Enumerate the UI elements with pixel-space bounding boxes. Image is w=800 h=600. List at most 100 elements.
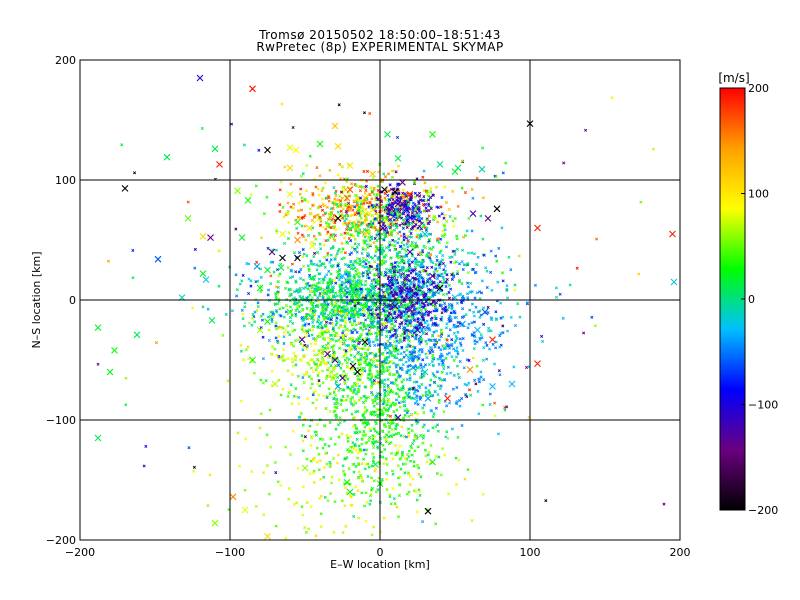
data-point bbox=[386, 283, 390, 287]
data-point bbox=[301, 248, 305, 252]
data-point bbox=[431, 426, 435, 430]
data-point bbox=[421, 520, 425, 524]
data-point bbox=[389, 307, 393, 311]
data-point bbox=[296, 338, 301, 342]
data-point bbox=[407, 434, 411, 438]
data-point bbox=[439, 205, 443, 209]
data-point bbox=[400, 289, 404, 293]
data-point bbox=[261, 357, 265, 361]
data-point bbox=[367, 232, 371, 236]
data-point bbox=[417, 353, 421, 357]
data-point bbox=[442, 410, 446, 414]
data-point bbox=[403, 471, 407, 475]
data-point bbox=[284, 445, 288, 449]
data-point bbox=[481, 492, 485, 496]
data-point bbox=[361, 246, 365, 250]
data-point bbox=[310, 240, 314, 244]
data-point bbox=[467, 388, 472, 392]
data-point bbox=[463, 191, 467, 195]
data-point bbox=[431, 353, 435, 357]
data-point bbox=[277, 274, 281, 278]
data-point bbox=[327, 444, 331, 448]
data-point bbox=[423, 328, 428, 332]
data-point bbox=[367, 337, 371, 341]
data-point bbox=[696, 391, 698, 393]
data-point bbox=[429, 378, 433, 382]
data-marker bbox=[670, 278, 678, 286]
data-point bbox=[405, 452, 410, 456]
data-marker bbox=[334, 215, 342, 222]
data-point bbox=[318, 174, 322, 178]
data-point bbox=[445, 277, 449, 282]
data-point bbox=[242, 324, 246, 328]
data-point bbox=[324, 376, 329, 381]
data-point bbox=[414, 241, 418, 245]
data-point bbox=[254, 504, 258, 508]
data-point bbox=[441, 275, 445, 279]
data-marker bbox=[508, 380, 516, 388]
data-point bbox=[304, 530, 308, 534]
data-point bbox=[331, 348, 335, 352]
data-point bbox=[418, 293, 422, 297]
data-point bbox=[420, 350, 424, 354]
data-point bbox=[382, 462, 386, 466]
data-point bbox=[415, 394, 419, 398]
data-point bbox=[417, 466, 421, 470]
data-point bbox=[247, 277, 251, 281]
data-point bbox=[385, 366, 389, 370]
data-point bbox=[221, 333, 225, 337]
data-marker bbox=[484, 215, 492, 222]
data-point bbox=[402, 255, 406, 259]
data-point bbox=[330, 475, 334, 479]
data-point bbox=[299, 276, 303, 281]
data-point bbox=[461, 349, 465, 353]
data-point bbox=[324, 239, 328, 243]
data-point bbox=[433, 302, 437, 306]
data-point bbox=[472, 310, 476, 314]
data-point bbox=[338, 283, 342, 287]
data-point bbox=[391, 334, 395, 338]
data-point bbox=[327, 295, 331, 299]
data-point bbox=[298, 286, 302, 290]
data-point bbox=[413, 401, 417, 405]
chart-subtitle: RwPretec (8p) EXPERIMENTAL SKYMAP bbox=[256, 40, 504, 54]
data-point bbox=[312, 289, 316, 293]
data-marker bbox=[279, 230, 286, 238]
data-point bbox=[369, 220, 373, 224]
data-point bbox=[458, 262, 462, 266]
data-point bbox=[286, 201, 290, 205]
data-point bbox=[385, 351, 390, 355]
grid-lines bbox=[80, 60, 680, 540]
data-point bbox=[402, 355, 406, 359]
data-point bbox=[350, 182, 354, 186]
data-point bbox=[325, 258, 329, 262]
data-point bbox=[295, 501, 299, 505]
data-point bbox=[411, 442, 415, 446]
data-point bbox=[290, 357, 294, 361]
data-point bbox=[370, 265, 374, 269]
data-point bbox=[365, 265, 369, 269]
data-point bbox=[245, 262, 249, 266]
data-point bbox=[472, 320, 476, 324]
data-point bbox=[398, 223, 402, 227]
data-point bbox=[316, 318, 320, 322]
data-marker bbox=[292, 146, 300, 154]
data-point bbox=[273, 460, 277, 465]
data-point bbox=[337, 103, 341, 107]
data-point bbox=[234, 227, 238, 231]
data-point bbox=[243, 488, 247, 492]
data-point bbox=[380, 478, 384, 482]
data-point bbox=[327, 387, 331, 391]
data-point bbox=[403, 303, 407, 307]
data-point bbox=[544, 499, 548, 503]
data-point bbox=[249, 193, 253, 197]
data-point bbox=[390, 175, 395, 179]
data-point bbox=[277, 334, 281, 338]
data-point bbox=[334, 189, 338, 193]
data-point bbox=[481, 403, 485, 407]
data-point bbox=[393, 228, 397, 232]
data-point bbox=[334, 228, 338, 232]
data-point bbox=[480, 279, 484, 283]
data-point bbox=[276, 302, 280, 306]
data-point bbox=[349, 239, 353, 243]
